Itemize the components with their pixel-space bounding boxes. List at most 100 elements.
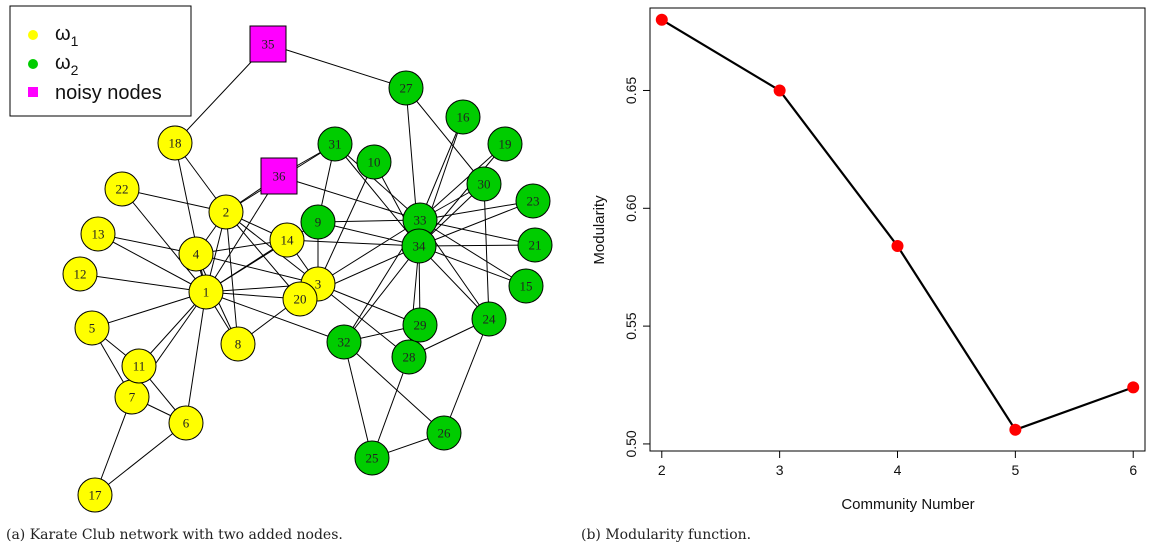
node-26-shape bbox=[426, 415, 462, 451]
edge-6-17 bbox=[94, 422, 187, 496]
node-32-label: 32 bbox=[338, 335, 351, 350]
legend: ω1 ω2 noisy nodes bbox=[9, 5, 192, 117]
node-28-shape bbox=[391, 339, 427, 375]
edge-23-34 bbox=[418, 200, 534, 247]
legend-noisy-marker bbox=[28, 87, 38, 97]
x-tick-label-2: 2 bbox=[658, 462, 666, 478]
node-19: 19 bbox=[487, 126, 523, 162]
node-18-shape bbox=[157, 125, 193, 161]
edge-16-33 bbox=[419, 116, 464, 221]
node-11-shape bbox=[121, 348, 157, 384]
legend-omega2-marker bbox=[28, 59, 38, 69]
y-tick-label-0.55: 0.55 bbox=[623, 312, 639, 339]
edge-15-34 bbox=[418, 245, 527, 287]
node-33: 33 bbox=[402, 202, 438, 238]
node-13-shape bbox=[80, 216, 116, 252]
data-point-4 bbox=[891, 239, 904, 252]
node-21: 21 bbox=[517, 227, 553, 263]
node-7: 7 bbox=[114, 379, 150, 415]
x-tick-label-3: 3 bbox=[776, 462, 784, 478]
node-29: 29 bbox=[402, 307, 438, 343]
node-18: 18 bbox=[157, 125, 193, 161]
node-17-shape bbox=[77, 477, 113, 513]
y-tick-label-0.65: 0.65 bbox=[623, 77, 639, 104]
node-8-shape bbox=[220, 326, 256, 362]
node-18-label: 18 bbox=[169, 136, 182, 151]
edge-1-12 bbox=[79, 273, 207, 293]
node-6-shape bbox=[168, 405, 204, 441]
node-8: 8 bbox=[220, 326, 256, 362]
node-16-label: 16 bbox=[457, 110, 471, 125]
node-36-shape bbox=[260, 157, 298, 195]
node-25: 25 bbox=[354, 440, 390, 476]
edge-23-33 bbox=[419, 200, 534, 221]
node-23-label: 23 bbox=[527, 194, 540, 209]
node-28: 28 bbox=[391, 339, 427, 375]
node-20-shape bbox=[282, 281, 318, 317]
edge-1-6 bbox=[185, 291, 207, 424]
edge-21-33 bbox=[419, 219, 536, 246]
node-36-label: 36 bbox=[273, 169, 287, 184]
y-tick-label-0.50: 0.50 bbox=[623, 430, 639, 457]
edge-2-22 bbox=[121, 188, 227, 213]
node-10-label: 10 bbox=[368, 155, 381, 170]
node-25-shape bbox=[354, 440, 390, 476]
node-30-label: 30 bbox=[478, 177, 491, 192]
node-22: 22 bbox=[104, 171, 140, 207]
node-1-label: 1 bbox=[203, 285, 210, 300]
node-26-label: 26 bbox=[438, 426, 452, 441]
node-13-label: 13 bbox=[92, 227, 105, 242]
edge-3-4 bbox=[195, 253, 319, 285]
y-axis: 0.50 0.55 0.60 0.65 bbox=[623, 77, 650, 458]
node-5-shape bbox=[74, 310, 110, 346]
node-5: 5 bbox=[74, 310, 110, 346]
caption-b: (b) Modularity function. bbox=[581, 527, 752, 543]
x-axis: 2 3 4 5 6 bbox=[658, 451, 1137, 478]
node-2-label: 2 bbox=[223, 205, 230, 220]
x-tick-label-6: 6 bbox=[1129, 462, 1137, 478]
node-33-label: 33 bbox=[414, 213, 427, 228]
node-3-label: 3 bbox=[315, 277, 322, 292]
edge-27-30 bbox=[405, 87, 485, 185]
edge-25-32 bbox=[343, 341, 373, 459]
legend-omega2-label: ω2 bbox=[55, 52, 79, 78]
node-16-shape bbox=[445, 99, 481, 135]
node-35-shape bbox=[249, 25, 287, 63]
edge-1-22 bbox=[121, 188, 207, 293]
node-31-shape bbox=[317, 126, 353, 162]
edge-24-30 bbox=[483, 183, 490, 320]
node-29-shape bbox=[402, 307, 438, 343]
node-34-shape bbox=[401, 228, 437, 264]
edge-25-28 bbox=[371, 356, 410, 459]
edge-3-33 bbox=[317, 219, 421, 285]
node-23-shape bbox=[515, 183, 551, 219]
data-point-5 bbox=[1009, 423, 1022, 436]
data-point-3 bbox=[773, 84, 786, 97]
edge-15-33 bbox=[419, 219, 527, 287]
modularity-line bbox=[661, 18, 1134, 432]
node-14: 14 bbox=[269, 222, 305, 258]
node-22-label: 22 bbox=[116, 182, 129, 197]
edge-3-29 bbox=[317, 283, 421, 326]
node-20: 20 bbox=[282, 281, 318, 317]
node-6-label: 6 bbox=[183, 416, 190, 431]
node-17: 17 bbox=[77, 477, 113, 513]
node-31-label: 31 bbox=[329, 137, 342, 152]
node-7-label: 7 bbox=[129, 390, 136, 405]
edge-3-28 bbox=[317, 283, 410, 358]
y-tick-label-0.60: 0.60 bbox=[623, 194, 639, 221]
node-30-shape bbox=[466, 166, 502, 202]
node-2: 2 bbox=[208, 194, 244, 230]
node-4: 4 bbox=[178, 236, 214, 272]
node-14-shape bbox=[269, 222, 305, 258]
node-12-label: 12 bbox=[74, 267, 87, 282]
legend-omega1-label: ω1 bbox=[55, 23, 79, 49]
edge-32-34 bbox=[343, 245, 420, 343]
node-27-shape bbox=[388, 70, 424, 106]
edge-19-33 bbox=[419, 143, 506, 221]
edge-2-8 bbox=[225, 211, 239, 345]
legend-box bbox=[9, 5, 192, 117]
node-10: 10 bbox=[356, 144, 392, 180]
node-25-label: 25 bbox=[366, 451, 379, 466]
node-13: 13 bbox=[80, 216, 116, 252]
